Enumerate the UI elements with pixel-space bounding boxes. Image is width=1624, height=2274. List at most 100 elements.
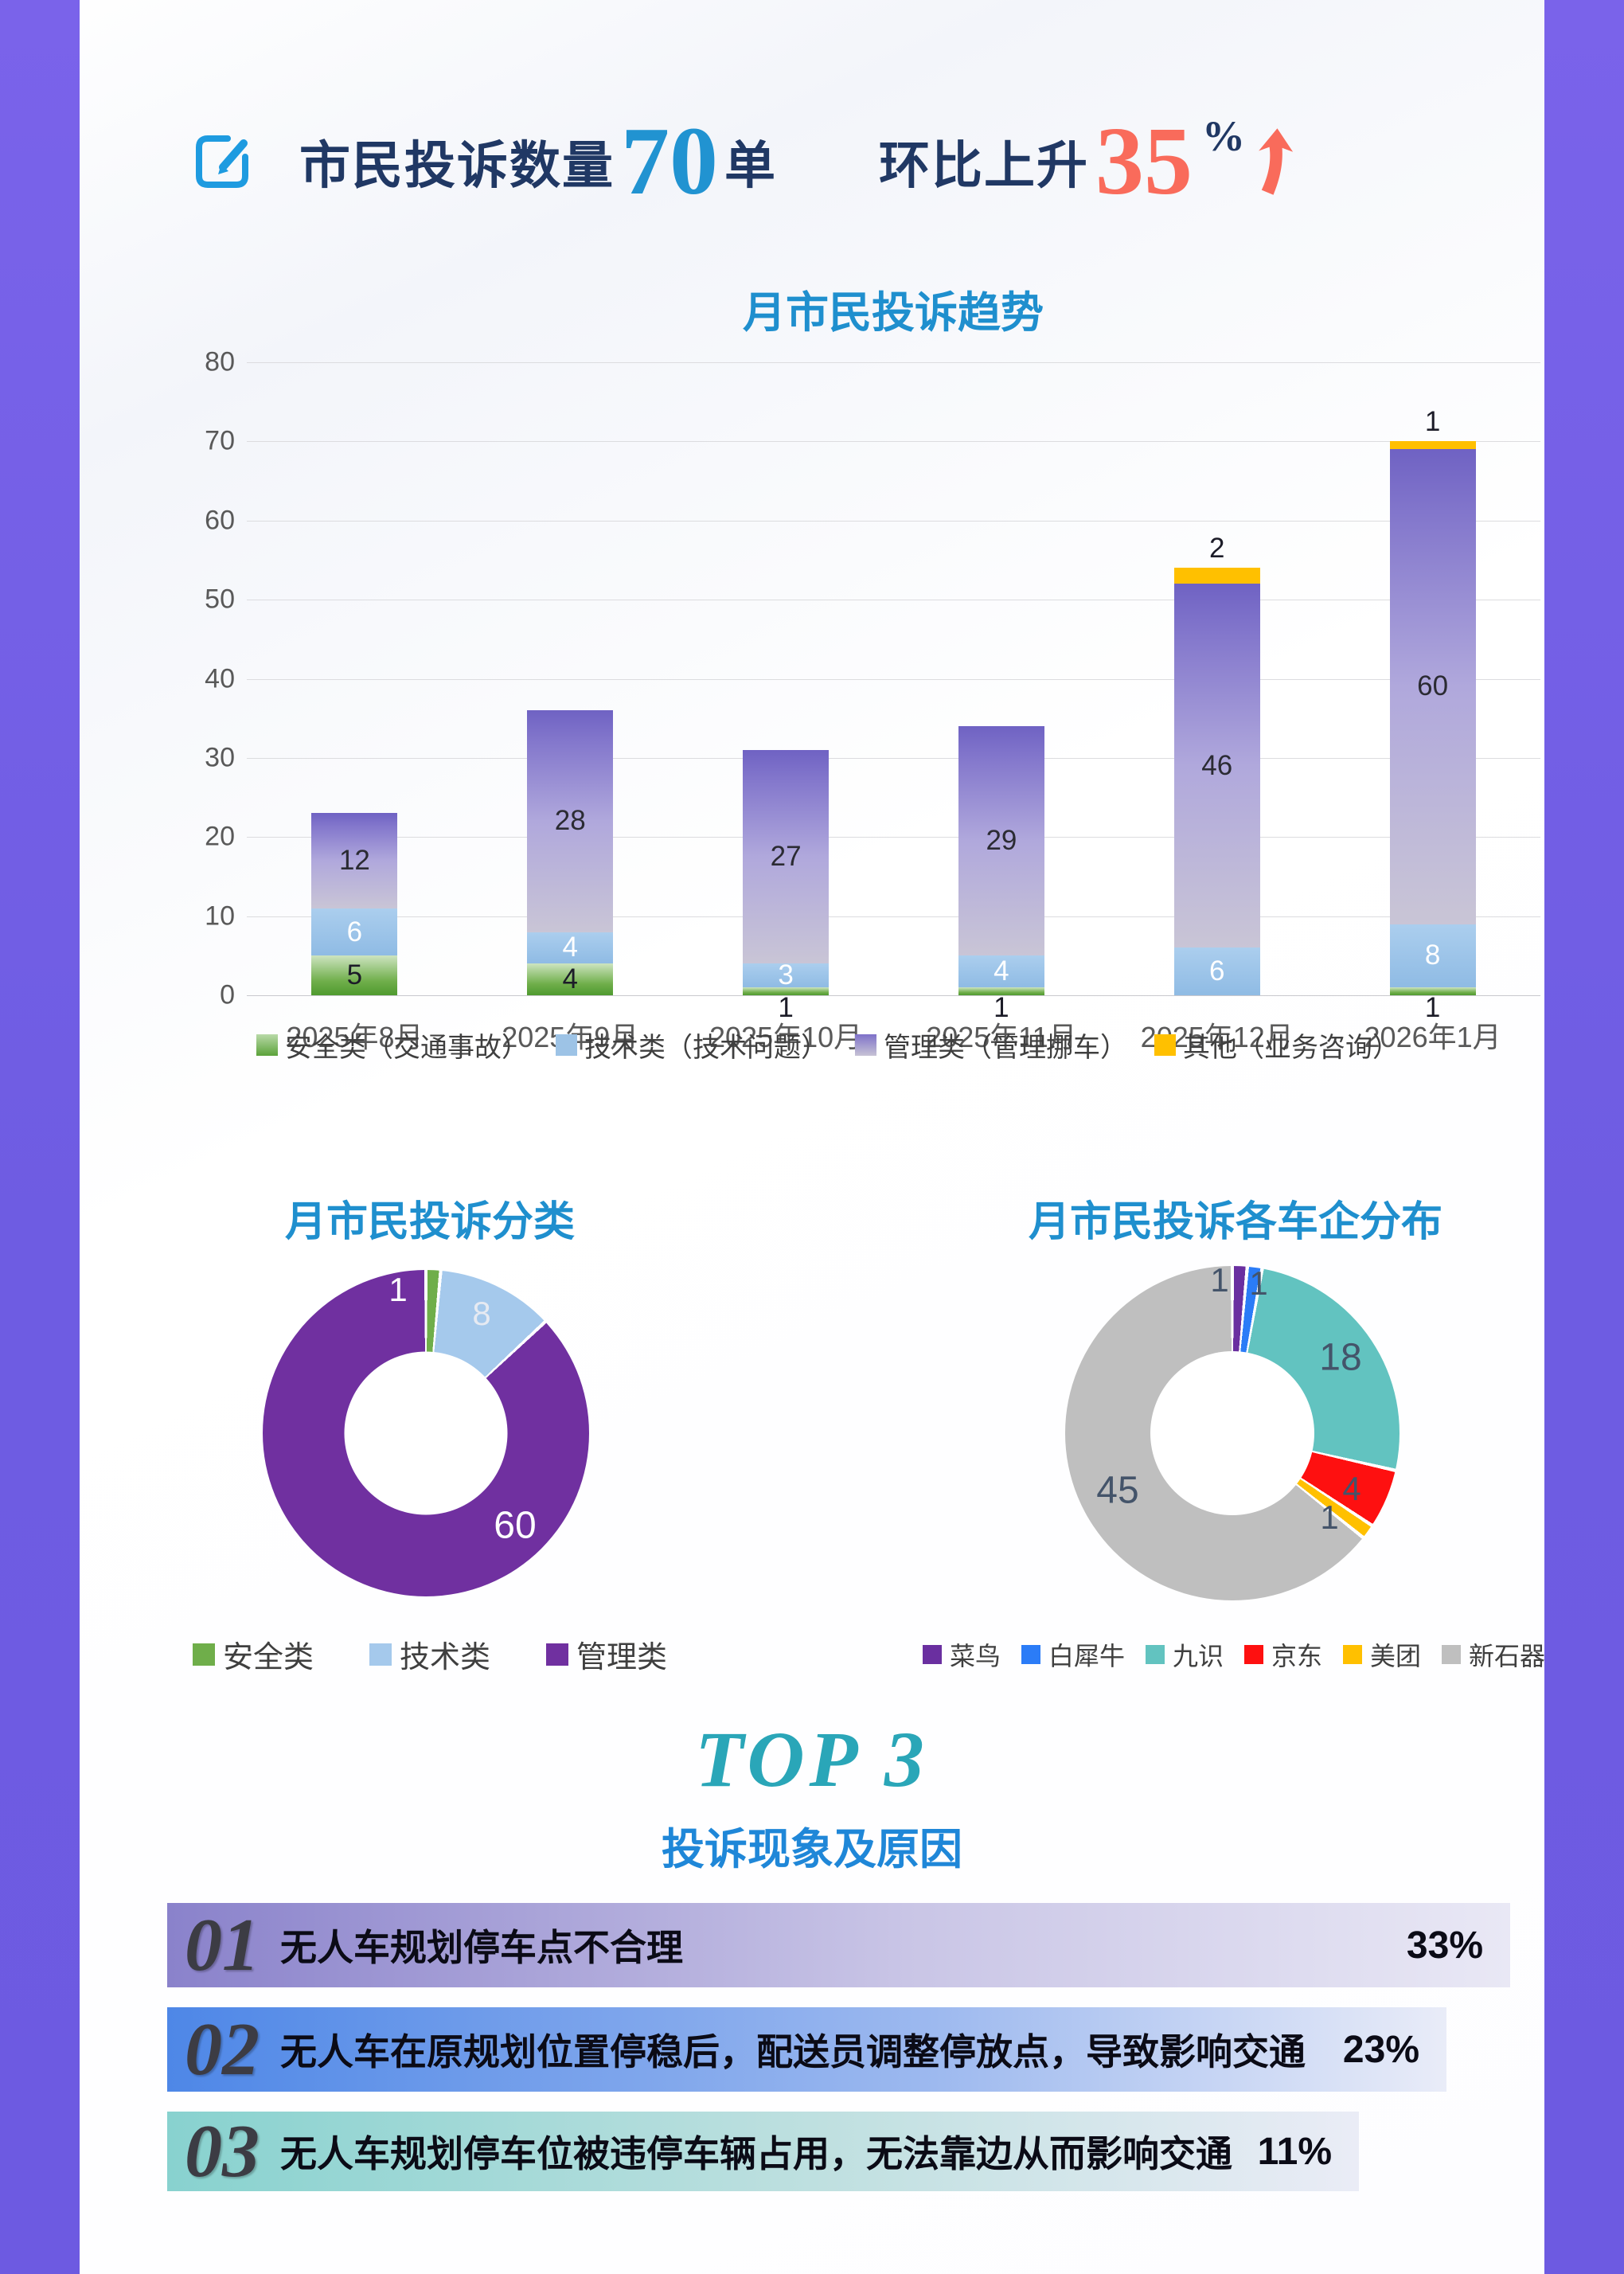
bar-segment-mgmt <box>743 749 830 964</box>
legend-label: 其他（业务咨询） <box>1183 1033 1400 1063</box>
bar-segment-safety <box>958 987 1044 995</box>
mom-label: 环比上升 <box>879 137 1089 194</box>
legend-swatch-icon <box>192 1643 215 1666</box>
legend-label: 安全类 <box>222 1641 314 1674</box>
y-axis-tick: 0 <box>220 979 235 1010</box>
legend-swatch-icon <box>369 1643 392 1666</box>
category-donut-legend: 安全类 技术类 管理类 <box>119 1632 740 1676</box>
legend-swatch-icon <box>556 1034 577 1056</box>
bar-segment-other <box>1173 568 1260 584</box>
legend-item: 其他（业务咨询） <box>1154 1026 1400 1065</box>
bar-segment-tech <box>311 908 398 956</box>
top3-item: 03 无人车规划停车位被违停车辆占用，无法靠边从而影响交通 11% <box>167 2112 1359 2191</box>
donut-value-label: 1 <box>388 1271 408 1308</box>
donut-value-label: 8 <box>472 1295 491 1332</box>
legend-item: 九识 <box>1145 1636 1224 1673</box>
bar-value-label: 29 <box>986 825 1017 857</box>
bar-value-label: 28 <box>554 805 586 837</box>
legend-swatch-icon <box>1154 1034 1176 1056</box>
bar-segment-tech <box>1173 947 1260 995</box>
legend-swatch-icon <box>1145 1645 1165 1664</box>
legend-item: 安全类（交通事故） <box>256 1026 529 1065</box>
legend-swatch-icon <box>1021 1645 1040 1664</box>
y-axis-tick: 50 <box>205 584 235 615</box>
legend-item: 美团 <box>1343 1636 1421 1673</box>
gridline <box>247 678 1540 680</box>
x-axis-label: 2025年11月 <box>926 1021 1077 1053</box>
bar-value-label: 1 <box>778 992 794 1023</box>
legend-swatch-icon <box>1343 1645 1363 1664</box>
y-axis-tick: 80 <box>205 346 235 377</box>
mom-percent-sign: % <box>1202 112 1245 160</box>
trend-chart-legend: 安全类（交通事故） 技术类（技术问题） 管理类（管理挪车） 其他（业务咨询） <box>207 1026 1449 1065</box>
complaint-count-value: 70 <box>621 107 718 215</box>
top3-text: 无人车在原规划位置停稳后，配送员调整停放点，导致影响交通 <box>280 2031 1306 2073</box>
legend-item: 京东 <box>1244 1636 1322 1673</box>
top3-text: 无人车规划停车点不合理 <box>280 1927 683 1968</box>
legend-label: 九识 <box>1172 1642 1224 1670</box>
top3-rank: 02 <box>185 2008 260 2091</box>
bar-segment-tech <box>527 932 614 964</box>
legend-item: 技术类 <box>369 1632 490 1676</box>
bar-segment-tech <box>1389 924 1476 988</box>
legend-swatch-icon <box>1442 1645 1462 1664</box>
category-donut-title: 月市民投诉分类 <box>284 1199 576 1245</box>
y-axis-tick: 30 <box>205 742 235 773</box>
bar-segment-safety <box>1389 987 1476 995</box>
legend-item: 管理类（管理挪车） <box>855 1026 1127 1065</box>
legend-label: 管理类（管理挪车） <box>884 1033 1127 1063</box>
legend-item: 菜鸟 <box>922 1636 1001 1673</box>
bar-segment-safety <box>527 963 614 995</box>
bar-value-label: 1 <box>1424 406 1441 438</box>
bar-value-label: 5 <box>346 959 363 991</box>
trend-chart-title: 月市民投诉趋势 <box>743 289 1044 337</box>
y-axis-tick: 10 <box>205 901 235 932</box>
legend-swatch-icon <box>855 1034 876 1056</box>
donut-value-label: 45 <box>1096 1469 1139 1512</box>
mom-value: 35 <box>1095 107 1193 215</box>
top3-percent: 23% <box>1342 2028 1419 2071</box>
gridline <box>247 995 1540 996</box>
bar-segment-mgmt <box>527 710 614 932</box>
top3-item: 01 无人车规划停车点不合理 33% <box>167 1903 1510 1987</box>
header: 市民投诉数量 70 单 环比上升 35 % <box>183 110 1296 213</box>
legend-label: 技术类（技术问题） <box>584 1033 828 1063</box>
page-border-left <box>0 0 80 2274</box>
legend-label: 菜鸟 <box>949 1642 1001 1670</box>
bar-segment-safety <box>743 987 830 995</box>
y-axis-tick: 70 <box>205 425 235 456</box>
page-border-right <box>1544 0 1624 2274</box>
legend-label: 美团 <box>1370 1642 1422 1670</box>
bar-segment-mgmt <box>311 813 398 908</box>
top3-title: TOP 3 <box>695 1715 929 1803</box>
company-donut-title: 月市民投诉各车企分布 <box>1028 1199 1443 1245</box>
legend-label: 管理类 <box>576 1641 668 1674</box>
top3-percent: 33% <box>1406 1924 1483 1967</box>
legend-item: 安全类 <box>192 1632 314 1676</box>
legend-label: 技术类 <box>399 1641 490 1674</box>
donut-hole <box>344 1351 508 1515</box>
donut-ring <box>1065 1266 1400 1600</box>
x-axis-label: 2026年1月 <box>1364 1021 1501 1053</box>
donut-value-label: 1 <box>1249 1264 1268 1302</box>
bar-segment-mgmt <box>1173 584 1260 948</box>
bar-value-label: 6 <box>1209 955 1225 987</box>
legend-item: 白犀牛 <box>1021 1636 1125 1673</box>
top3-rank: 01 <box>185 1904 260 1987</box>
legend-label: 白犀牛 <box>1048 1642 1125 1670</box>
edit-icon <box>196 135 248 188</box>
donut-hole <box>1150 1351 1314 1515</box>
top3-subtitle: 投诉现象及原因 <box>662 1826 962 1874</box>
bar-value-label: 12 <box>338 845 370 877</box>
donut-value-label: 1 <box>1320 1498 1339 1536</box>
legend-item: 新石器 <box>1442 1636 1545 1673</box>
y-axis-tick: 20 <box>205 821 235 852</box>
donut-value-label: 1 <box>1210 1261 1229 1299</box>
top3-percent: 11% <box>1257 2130 1332 2173</box>
bar-segment-mgmt <box>1389 449 1476 924</box>
legend-swatch-icon <box>546 1643 568 1666</box>
donut-ring <box>263 1270 589 1596</box>
legend-swatch-icon <box>256 1034 278 1056</box>
top3-text: 无人车规划停车位被违停车辆占用，无法靠边从而影响交通 <box>280 2133 1232 2174</box>
